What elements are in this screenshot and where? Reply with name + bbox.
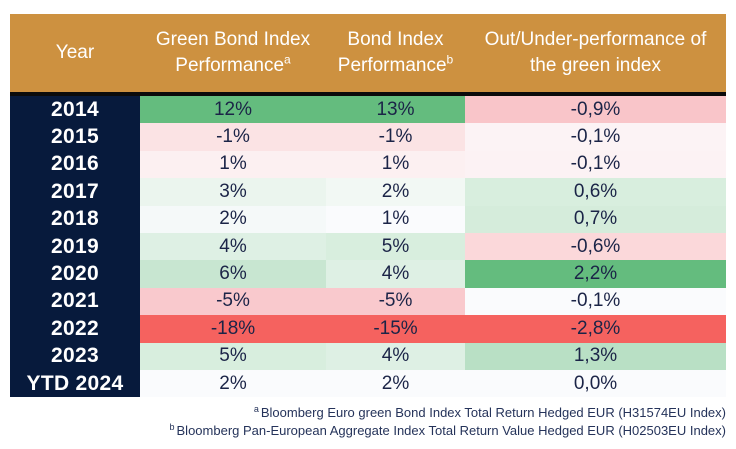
year-cell: 2016 — [10, 150, 140, 179]
year-cell: YTD 2024 — [10, 369, 140, 398]
value-cell: 4% — [140, 232, 326, 261]
column-header-bond-index: Bond Index Performanceb — [326, 14, 465, 92]
column-header-green-bond-index: Green Bond Index Performancea — [140, 14, 326, 92]
year-cell: 2020 — [10, 260, 140, 288]
performance-table: Year Green Bond Index Performancea Bond … — [10, 14, 726, 398]
value-cell: 6% — [140, 260, 326, 288]
table-row: 2019 4% 5% -0,6% — [10, 232, 726, 261]
table-body: 2014 12% 13% -0,9% 2015 -1% -1% -0,1% 20… — [10, 96, 726, 398]
table-row: 2015 -1% -1% -0,1% — [10, 123, 726, 151]
table-row: 2017 3% 2% 0,6% — [10, 178, 726, 206]
value-cell: -1% — [140, 123, 326, 151]
value-cell: -0,1% — [465, 123, 726, 151]
table-row: YTD 2024 2% 2% 0,0% — [10, 369, 726, 398]
value-cell: 4% — [326, 260, 465, 288]
value-cell: 2% — [140, 205, 326, 233]
year-cell: 2023 — [10, 342, 140, 370]
column-header-label: Year — [55, 42, 95, 63]
footnote-marker-a: a — [284, 52, 291, 67]
value-cell: 12% — [140, 96, 326, 124]
table-row: 2014 12% 13% -0,9% — [10, 96, 726, 124]
column-header-out-under-performance: Out/Under-performance of the green index — [465, 14, 726, 92]
value-cell: -0,9% — [465, 96, 726, 124]
year-cell: 2019 — [10, 232, 140, 261]
value-cell: 5% — [140, 342, 326, 370]
value-cell: 1,3% — [465, 342, 726, 370]
value-cell: -0,1% — [465, 287, 726, 316]
year-cell: 2022 — [10, 315, 140, 343]
value-cell: 1% — [326, 205, 465, 233]
value-cell: 2% — [140, 369, 326, 398]
value-cell: -5% — [326, 287, 465, 316]
value-cell: 0,7% — [465, 205, 726, 233]
year-cell: 2015 — [10, 123, 140, 151]
table-header-row: Year Green Bond Index Performancea Bond … — [10, 14, 726, 92]
value-cell: -5% — [140, 287, 326, 316]
column-header-year: Year — [10, 14, 140, 92]
value-cell: 13% — [326, 96, 465, 124]
year-cell: 2018 — [10, 205, 140, 233]
year-cell: 2014 — [10, 96, 140, 124]
value-cell: 3% — [140, 178, 326, 206]
value-cell: 2% — [326, 178, 465, 206]
value-cell: 1% — [140, 150, 326, 179]
footnote-a-text: Bloomberg Euro green Bond Index Total Re… — [260, 405, 726, 420]
column-header-label: Green Bond Index Performancea — [155, 29, 311, 76]
value-cell: -2,8% — [465, 315, 726, 343]
table-row: 2018 2% 1% 0,7% — [10, 205, 726, 233]
footnote-b-text: Bloomberg Pan-European Aggregate Index T… — [176, 423, 726, 438]
table-row: 2023 5% 4% 1,3% — [10, 342, 726, 370]
footnote-a: a Bloomberg Euro green Bond Index Total R… — [10, 404, 726, 422]
year-cell: 2017 — [10, 178, 140, 206]
value-cell: 1% — [326, 150, 465, 179]
value-cell: -1% — [326, 123, 465, 151]
table-row: 2016 1% 1% -0,1% — [10, 150, 726, 179]
value-cell: 4% — [326, 342, 465, 370]
value-cell: -18% — [140, 315, 326, 343]
footnote-b-marker: b — [169, 421, 175, 432]
column-header-label: Bond Index Performanceb — [337, 29, 454, 76]
footnote-a-marker: a — [253, 403, 259, 414]
footnotes: a Bloomberg Euro green Bond Index Total R… — [10, 404, 727, 440]
table-row: 2022 -18% -15% -2,8% — [10, 315, 726, 343]
value-cell: -15% — [326, 315, 465, 343]
value-cell: 0,0% — [465, 369, 726, 398]
table-row: 2021 -5% -5% -0,1% — [10, 287, 726, 316]
footnote-b: b Bloomberg Pan-European Aggregate Index … — [10, 421, 727, 440]
value-cell: 0,6% — [465, 178, 726, 206]
header-divider-line — [10, 92, 726, 96]
value-cell: -0,1% — [465, 150, 726, 179]
table-row: 2020 6% 4% 2,2% — [10, 260, 726, 288]
value-cell: 2,2% — [465, 260, 726, 288]
footnote-marker-b: b — [446, 52, 454, 67]
value-cell: 2% — [326, 369, 465, 398]
column-header-label: Out/Under-performance of the green index — [484, 29, 707, 76]
value-cell: 5% — [326, 232, 465, 261]
year-cell: 2021 — [10, 287, 140, 316]
value-cell: -0,6% — [465, 232, 726, 261]
